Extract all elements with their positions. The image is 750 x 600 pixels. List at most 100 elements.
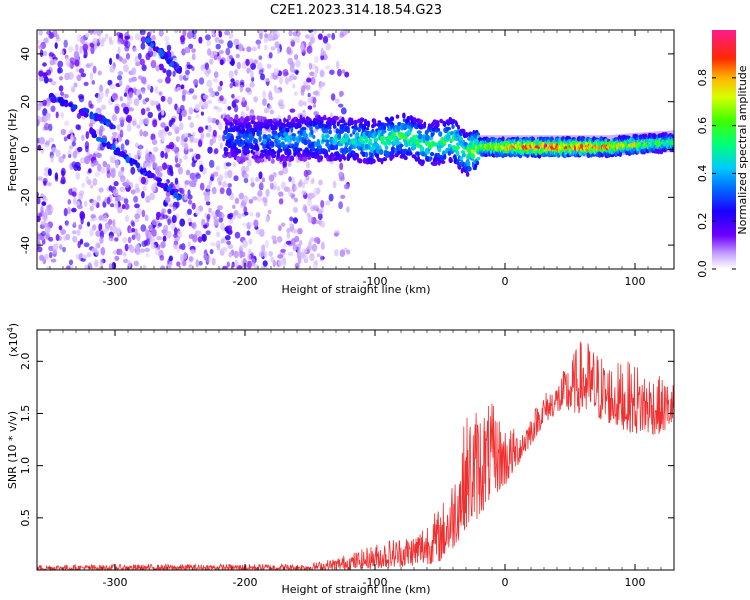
heatmap-ridge-cell (361, 151, 366, 157)
heatmap-cell (87, 262, 93, 269)
heatmap-cell (92, 65, 97, 74)
heatmap-cell (264, 239, 269, 248)
heatmap-cell (214, 37, 220, 43)
heatmap-cell (256, 62, 263, 71)
heatmap-cell (261, 244, 266, 253)
heatmap-cell (264, 216, 270, 223)
heatmap-cell (250, 62, 256, 70)
heatmap-cell (38, 254, 45, 262)
heatmap-cell (301, 190, 307, 196)
heatmap-cell (117, 248, 123, 256)
heatmap-cell (245, 58, 250, 66)
heatmap-cell (245, 165, 250, 172)
heatmap-cell (213, 54, 218, 61)
heatmap-cell (174, 177, 179, 185)
heatmap-cell (106, 163, 111, 172)
heatmap-halo-cell (626, 133, 628, 155)
heatmap-cell (152, 119, 158, 128)
heatmap-cell (195, 230, 202, 237)
heatmap-cell (125, 179, 130, 187)
heatmap-ridge-cell (391, 154, 395, 159)
heatmap-cell (253, 219, 259, 228)
heatmap-ridge-cell (283, 117, 287, 124)
heatmap-cell (188, 264, 193, 269)
heatmap-cell (68, 145, 74, 150)
heatmap-cell (82, 254, 87, 259)
heatmap-cell (43, 253, 49, 260)
heatmap-ridge-cell (476, 156, 481, 161)
heatmap-cell (280, 222, 286, 227)
heatmap-cell (301, 248, 308, 254)
heatmap-ridge-cell (613, 146, 617, 152)
heatmap-cell (325, 43, 331, 51)
heatmap-cell (165, 190, 171, 197)
heatmap-track-cell (152, 46, 157, 52)
heatmap-cell (96, 30, 102, 37)
heatmap-cell (130, 189, 136, 195)
heatmap-track-cell (115, 150, 121, 156)
heatmap-cell (287, 162, 292, 167)
heatmap-cell (156, 236, 163, 241)
heatmap-cell (188, 107, 194, 115)
heatmap-cell (263, 44, 268, 51)
heatmap-cell (124, 243, 129, 252)
heatmap-halo-cell (641, 132, 643, 154)
heatmap-cell (259, 228, 265, 238)
heatmap-cell (73, 50, 80, 60)
heatmap-cell (158, 130, 164, 138)
heatmap-cell (307, 97, 313, 104)
heatmap-cell (58, 85, 64, 92)
heatmap-ridge-cell (344, 147, 349, 154)
heatmap-cell (227, 183, 232, 188)
heatmap-halo-cell (649, 131, 651, 154)
heatmap-cell (318, 85, 323, 90)
heatmap-cell (92, 224, 97, 231)
heatmap-cell (48, 236, 54, 242)
heatmap-cell (70, 134, 74, 143)
heatmap-cell (133, 47, 138, 53)
heatmap-cell (278, 198, 284, 205)
heatmap-cell (227, 225, 233, 231)
heatmap-ridge-cell (325, 134, 330, 139)
heatmap-ridge-cell (355, 132, 360, 136)
snr-background (37, 330, 674, 570)
heatmap-cell (150, 243, 157, 250)
heatmap-cell (122, 237, 128, 243)
heatmap-cell (170, 50, 174, 57)
heatmap-cell (72, 235, 78, 243)
heatmap-cell (185, 133, 189, 138)
heatmap-ridge-cell (439, 155, 445, 162)
heatmap-cell (313, 30, 317, 35)
heatmap-ridge-cell (337, 134, 342, 139)
heatmap-cell (125, 52, 131, 60)
heatmap-ridge-cell (235, 121, 238, 126)
heatmap-cell (179, 104, 185, 111)
heatmap-cell (43, 172, 49, 177)
heatmap-cell (147, 49, 154, 58)
heatmap-cell (295, 59, 301, 68)
heatmap-cell (124, 214, 130, 222)
heatmap-cell (228, 218, 234, 224)
heatmap-ridge-cell (486, 137, 491, 144)
heatmap-cell (161, 110, 165, 116)
heatmap-cell (88, 168, 92, 174)
heatmap-cell (117, 57, 124, 61)
heatmap-ridge-cell (271, 150, 277, 156)
heatmap-cell (151, 229, 157, 237)
heatmap-cell (236, 61, 241, 70)
heatmap-cell (248, 199, 254, 204)
heatmap-cell (208, 207, 212, 213)
heatmap-cell (224, 170, 228, 179)
heatmap-track-cell (176, 68, 180, 74)
heatmap-cell (176, 106, 181, 114)
heatmap-cell (124, 35, 130, 40)
heatmap-cell (79, 157, 86, 164)
heatmap-cell (89, 205, 95, 212)
heatmap-cell (137, 75, 143, 80)
heatmap-cell (198, 261, 203, 266)
heatmap-cell (160, 122, 166, 128)
heatmap-cell (188, 135, 195, 144)
heatmap-cell (289, 222, 293, 227)
heatmap-ridge-cell (283, 131, 289, 137)
heatmap-cell (209, 249, 214, 255)
